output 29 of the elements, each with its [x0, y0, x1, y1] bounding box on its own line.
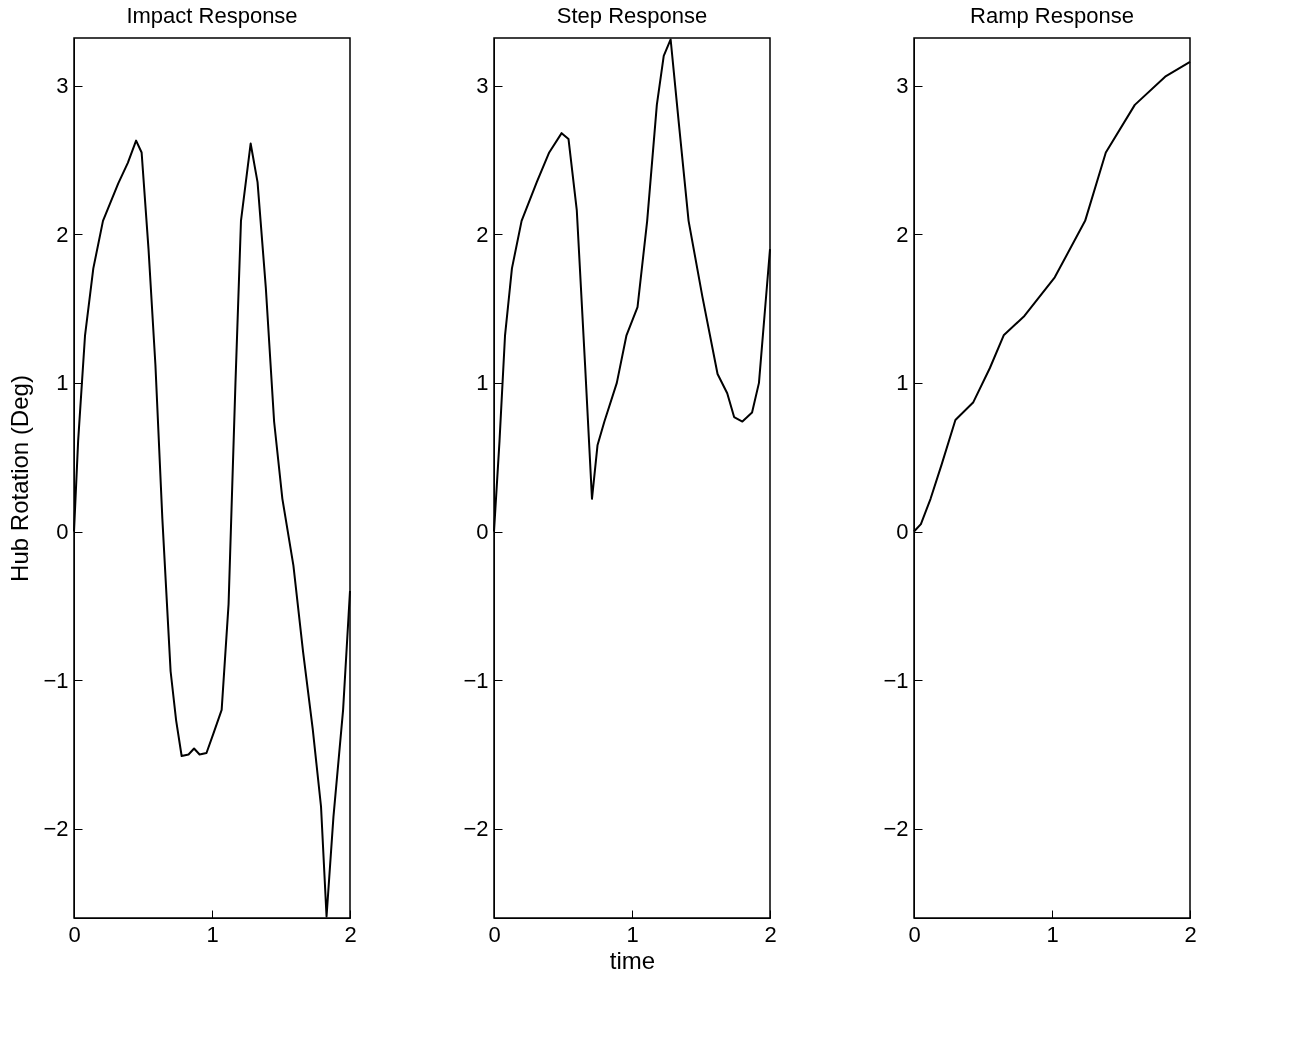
y-tick-label: −1	[43, 667, 69, 693]
x-tick-label: 2	[1184, 921, 1197, 947]
y-tick-label: −2	[43, 816, 69, 842]
chart-title: Step Response	[556, 3, 708, 28]
y-tick-label: 3	[476, 73, 489, 99]
x-tick-label: 1	[626, 921, 639, 947]
x-tick-label: 2	[764, 921, 777, 947]
y-tick-label: 1	[896, 370, 909, 396]
y-tick-label: −1	[883, 667, 909, 693]
y-tick-label: 2	[896, 221, 909, 247]
y-tick-label: 1	[56, 370, 69, 396]
y-tick-label: 0	[896, 519, 909, 545]
x-axis-title: time	[609, 946, 656, 974]
y-tick-label: −2	[463, 816, 489, 842]
y-tick-label: −1	[463, 667, 489, 693]
y-tick-label: 2	[56, 221, 69, 247]
y-axis-title: Hub Rotation (Deg)	[6, 375, 34, 582]
x-tick-label: 1	[206, 921, 219, 947]
y-tick-label: 3	[56, 73, 69, 99]
y-tick-label: −2	[883, 816, 909, 842]
x-tick-label: 1	[1046, 921, 1059, 947]
y-tick-label: 3	[896, 73, 909, 99]
y-tick-label: 1	[476, 370, 489, 396]
y-tick-label: 0	[56, 519, 69, 545]
y-tick-label: 2	[476, 221, 489, 247]
x-tick-label: 2	[344, 921, 357, 947]
chart-title: Ramp Response	[970, 3, 1134, 28]
y-tick-label: 0	[476, 519, 489, 545]
chart-title: Impact Response	[126, 3, 298, 28]
